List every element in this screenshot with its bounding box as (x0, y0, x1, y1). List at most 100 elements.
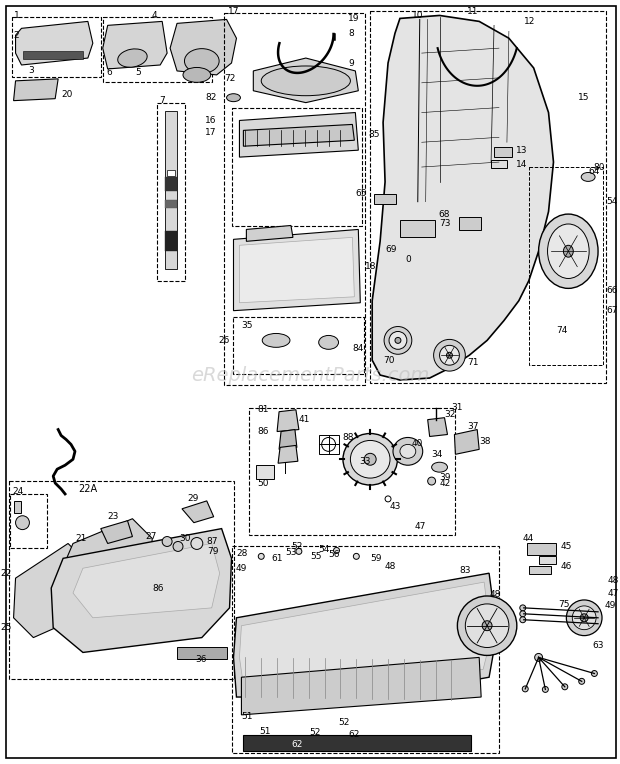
Ellipse shape (183, 67, 211, 83)
Polygon shape (278, 445, 298, 463)
Text: 48: 48 (489, 590, 500, 598)
Ellipse shape (171, 593, 183, 603)
Text: 52: 52 (291, 542, 303, 551)
Bar (231, 546, 499, 753)
Circle shape (580, 613, 588, 622)
Text: 82: 82 (205, 93, 216, 102)
Text: 27: 27 (146, 532, 157, 541)
Text: 49: 49 (605, 601, 616, 610)
Text: 45: 45 (560, 542, 572, 551)
Text: 12: 12 (524, 17, 535, 26)
Polygon shape (51, 529, 231, 652)
Text: 53: 53 (285, 548, 296, 557)
Text: 36: 36 (195, 655, 206, 664)
Bar (539, 556, 557, 565)
Polygon shape (103, 21, 167, 69)
Ellipse shape (350, 441, 390, 478)
Text: 48: 48 (384, 562, 396, 571)
Text: 56: 56 (329, 550, 340, 559)
Text: 83: 83 (459, 565, 471, 575)
Text: 85: 85 (368, 130, 379, 139)
Bar (527, 543, 557, 555)
Text: 22A: 22A (78, 484, 97, 494)
Polygon shape (279, 429, 297, 449)
Polygon shape (100, 521, 133, 543)
Ellipse shape (581, 173, 595, 181)
Text: 16: 16 (205, 116, 216, 125)
Text: 35: 35 (241, 321, 253, 330)
Bar (14, 501, 22, 513)
Text: 41: 41 (299, 415, 310, 424)
Text: 81: 81 (258, 405, 269, 414)
Text: 68: 68 (438, 210, 450, 219)
Circle shape (466, 604, 509, 648)
Text: 14: 14 (516, 160, 527, 169)
Text: 21: 21 (75, 534, 86, 543)
Polygon shape (372, 15, 554, 380)
Circle shape (440, 345, 459, 365)
Polygon shape (428, 418, 448, 436)
Circle shape (191, 538, 203, 549)
Bar (249, 408, 456, 535)
Text: 79: 79 (206, 547, 218, 556)
Text: 62: 62 (348, 730, 360, 740)
Text: 47: 47 (415, 522, 426, 531)
Circle shape (433, 339, 466, 371)
Text: 33: 33 (360, 457, 371, 466)
Circle shape (385, 496, 391, 502)
Text: 20: 20 (61, 90, 73, 99)
Text: 1: 1 (14, 11, 19, 20)
Text: 52: 52 (309, 728, 320, 737)
Text: 51: 51 (259, 727, 271, 736)
Text: 65: 65 (356, 189, 367, 199)
Circle shape (16, 516, 29, 529)
Text: 51: 51 (241, 712, 253, 721)
Circle shape (395, 338, 401, 343)
Circle shape (259, 553, 264, 559)
Text: 72: 72 (224, 74, 236, 83)
Text: 66: 66 (606, 286, 618, 296)
Bar (167, 170, 175, 176)
Polygon shape (16, 21, 93, 65)
Text: 75: 75 (559, 601, 570, 610)
Bar (165, 231, 177, 251)
Bar (491, 160, 507, 168)
Bar (244, 735, 471, 750)
Polygon shape (239, 238, 355, 303)
Bar (165, 199, 177, 208)
Circle shape (520, 611, 526, 617)
Circle shape (162, 536, 172, 546)
Ellipse shape (547, 224, 589, 278)
Polygon shape (239, 112, 358, 157)
Polygon shape (73, 543, 219, 618)
Text: 28: 28 (236, 549, 248, 558)
Ellipse shape (136, 588, 148, 598)
Text: 52: 52 (339, 718, 350, 727)
Bar (319, 435, 339, 455)
Text: 50: 50 (257, 478, 269, 487)
Text: 39: 39 (440, 473, 451, 481)
Bar (103, 18, 211, 82)
Text: 32: 32 (445, 410, 456, 419)
Circle shape (428, 477, 436, 485)
Ellipse shape (261, 66, 350, 96)
Text: 3: 3 (29, 66, 34, 76)
Text: 26: 26 (218, 336, 229, 345)
Bar (529, 167, 603, 365)
Polygon shape (14, 543, 83, 638)
Ellipse shape (564, 245, 574, 257)
Polygon shape (277, 410, 299, 432)
Text: 71: 71 (467, 358, 479, 367)
Circle shape (458, 596, 517, 656)
Text: 46: 46 (560, 562, 572, 571)
Polygon shape (234, 573, 497, 697)
Ellipse shape (343, 433, 397, 485)
Text: 48: 48 (608, 575, 619, 584)
Text: 86: 86 (258, 427, 269, 436)
Text: 87: 87 (206, 537, 218, 546)
Polygon shape (454, 429, 479, 455)
Bar (165, 177, 177, 191)
Ellipse shape (539, 214, 598, 288)
Text: 55: 55 (311, 552, 322, 561)
Text: 42: 42 (440, 478, 451, 487)
